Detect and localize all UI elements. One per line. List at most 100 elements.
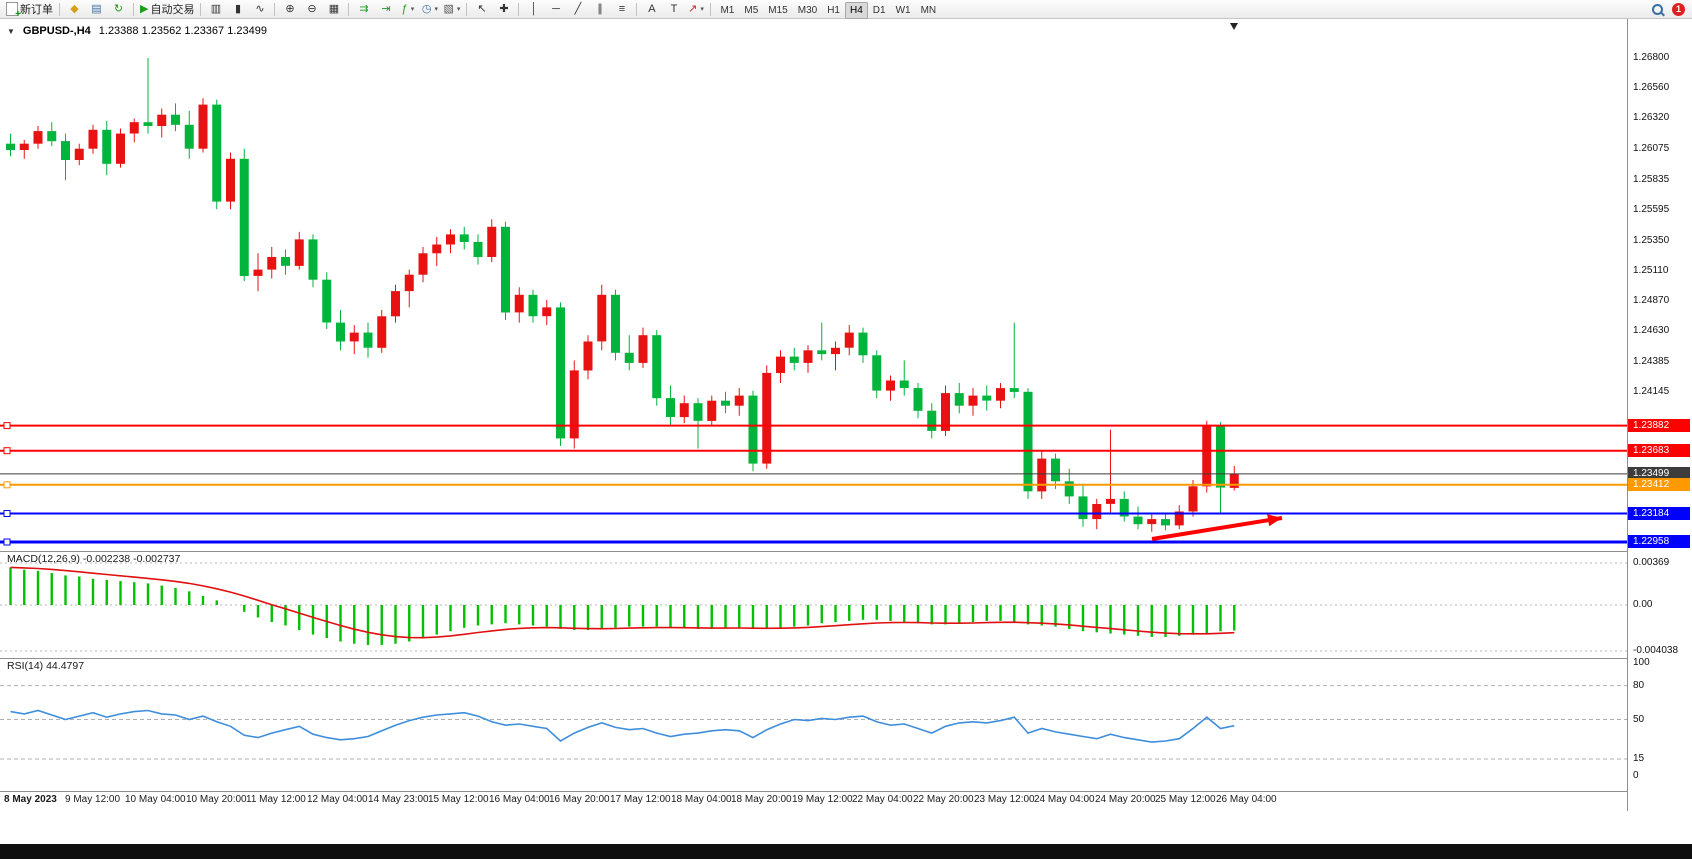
price-axis[interactable]: 1.26800 1.26560 1.26320 1.26075 1.25835 1.255… (1627, 19, 1692, 811)
bar-chart-icon: ▥ (210, 3, 222, 15)
price-tag: 1.22958 (1628, 535, 1690, 548)
metaeditor-icon: ◆ (70, 3, 79, 15)
time-axis-label: 10 May 20:00 (186, 794, 247, 805)
crosshair-button[interactable]: ✚ (493, 1, 514, 17)
panel-splitter[interactable] (0, 551, 1692, 552)
bar-chart-button[interactable]: ▥ (205, 1, 226, 17)
auto-scroll-button[interactable]: ⇉ (353, 1, 374, 17)
price-tag: 1.23184 (1628, 507, 1690, 520)
time-axis-label: 17 May 12:00 (610, 794, 671, 805)
price-axis-label: 1.25595 (1633, 204, 1670, 215)
macd-axis-label: 0.00 (1633, 599, 1653, 610)
price-axis-label: 1.26075 (1633, 143, 1670, 154)
timeframe-button-d1[interactable]: D1 (872, 4, 886, 16)
toolbar-separator (636, 2, 638, 16)
arrows-icon: ↗ (688, 3, 698, 15)
templates-icon: ▧ (443, 3, 454, 15)
zoom-in-button[interactable]: ⊕ (279, 1, 300, 17)
time-axis-label: 14 May 23:00 (368, 794, 429, 805)
text-button[interactable]: A (641, 1, 662, 17)
indicators-button[interactable]: ƒ ▾ (397, 1, 418, 17)
price-axis-label: 1.25350 (1633, 235, 1670, 246)
new-order-button[interactable]: + 新订单 (4, 1, 55, 20)
timeframe-button-m5[interactable]: M5 (744, 4, 759, 16)
price-chart-canvas[interactable] (0, 19, 1627, 551)
horizontal-line-icon: ─ (552, 3, 560, 15)
metaeditor-button[interactable]: ◆ (64, 1, 85, 17)
horizontal-line-button[interactable]: ─ (545, 1, 566, 17)
cursor-icon: ↖ (477, 3, 487, 15)
line-chart-button[interactable]: ∿ (249, 1, 270, 17)
rsi-axis-label: 50 (1633, 714, 1645, 725)
auto-trading-button[interactable]: ▶ 自动交易 (138, 1, 196, 17)
search-button[interactable] (1647, 1, 1668, 17)
time-axis-label: 22 May 20:00 (913, 794, 974, 805)
time-axis-label: 12 May 04:00 (307, 794, 368, 805)
rsi-chart-canvas[interactable] (0, 659, 1627, 791)
dropdown-caret-icon: ▾ (434, 6, 439, 13)
toolbar-separator (274, 2, 276, 16)
price-tag: 1.23412 (1628, 478, 1690, 491)
timeframe-button-m1[interactable]: M1 (720, 4, 735, 16)
candlestick-icon: ▮ (234, 3, 241, 15)
fibonacci-icon: ≡ (618, 3, 626, 15)
profiles-button[interactable]: ▤ (86, 1, 107, 17)
vertical-line-button[interactable]: │ (523, 1, 544, 17)
timeframe-button-mn[interactable]: MN (920, 4, 937, 16)
vertical-line-icon: │ (530, 3, 538, 15)
notification-badge[interactable]: 1 (1672, 2, 1685, 16)
tile-windows-icon: ▦ (328, 3, 340, 15)
macd-indicator-label: MACD(12,26,9) -0.002238 -0.002737 (7, 553, 181, 565)
timeframe-button-w1[interactable]: W1 (895, 4, 911, 16)
price-tag: 1.23683 (1628, 444, 1690, 457)
timeframe-button-m30[interactable]: M30 (797, 4, 818, 16)
line-chart-icon: ∿ (255, 3, 265, 15)
channel-button[interactable]: ∥ (589, 1, 610, 17)
timeframe-button-m15[interactable]: M15 (768, 4, 788, 16)
chart-menu-caret-icon[interactable]: ▼ (7, 26, 15, 36)
toolbar-separator (710, 2, 712, 16)
candlestick-chart-button[interactable]: ▮ (227, 1, 248, 17)
price-axis-label: 1.26320 (1633, 112, 1670, 123)
time-axis-label: 24 May 04:00 (1034, 794, 1095, 805)
rsi-axis-label: 100 (1633, 657, 1650, 668)
rsi-axis-label: 15 (1633, 753, 1645, 764)
chart-shift-button[interactable]: ⇥ (375, 1, 396, 17)
time-axis-label: 25 May 12:00 (1155, 794, 1216, 805)
text-label-button[interactable]: T (663, 1, 684, 17)
auto-trading-label: 自动交易 (150, 4, 195, 16)
refresh-button[interactable]: ↻ (108, 1, 129, 17)
crosshair-icon: ✚ (499, 3, 509, 15)
price-tag: 1.23882 (1628, 419, 1690, 432)
toolbar: + 新订单 ◆ ▤ ↻ ▶ 自动交易 ▥ ▮ ∿ ⊕ ⊖ ▦ ⇉ ⇥ ƒ ▾ ◷ ▾… (0, 0, 1692, 20)
templates-button[interactable]: ▧ ▾ (441, 1, 462, 17)
periods-button[interactable]: ◷ ▾ (419, 1, 440, 17)
profiles-icon: ▤ (91, 3, 102, 15)
trendline-button[interactable]: ╱ (567, 1, 588, 17)
macd-chart-canvas[interactable] (0, 552, 1627, 658)
cursor-button[interactable]: ↖ (471, 1, 492, 17)
arrows-button[interactable]: ↗ ▾ (685, 1, 706, 17)
price-axis-label: 1.24145 (1633, 386, 1670, 397)
time-axis-border (0, 791, 1692, 792)
timeframe-group: M1 M5 M15 M30 H1 H4 D1 W1 MN (715, 0, 941, 19)
zoom-out-button[interactable]: ⊖ (301, 1, 322, 17)
new-order-label: 新订单 (20, 4, 53, 16)
chart-symbol-period: GBPUSD-,H4 (22, 25, 91, 37)
rsi-axis-label: 0 (1633, 770, 1639, 781)
timeframe-button-h4[interactable]: H4 (844, 1, 868, 19)
tile-windows-button[interactable]: ▦ (323, 1, 344, 17)
dropdown-caret-icon: ▾ (456, 6, 461, 13)
toolbar-separator (200, 2, 202, 16)
time-axis-label: 15 May 12:00 (428, 794, 489, 805)
fibonacci-button[interactable]: ≡ (611, 1, 632, 17)
trendline-icon: ╱ (574, 3, 582, 15)
chart-window: ▼ GBPUSD-,H4 1.23388 1.23562 1.23367 1.2… (0, 19, 1692, 844)
timeframe-button-h1[interactable]: H1 (827, 4, 840, 16)
panel-splitter[interactable] (0, 658, 1692, 659)
time-axis-label: 19 May 12:00 (792, 794, 853, 805)
zoom-in-icon: ⊕ (285, 3, 295, 15)
time-axis[interactable]: 8 May 2023 9 May 12:00 10 May 04:00 10 May … (0, 792, 1627, 812)
time-axis-label: 18 May 20:00 (731, 794, 792, 805)
